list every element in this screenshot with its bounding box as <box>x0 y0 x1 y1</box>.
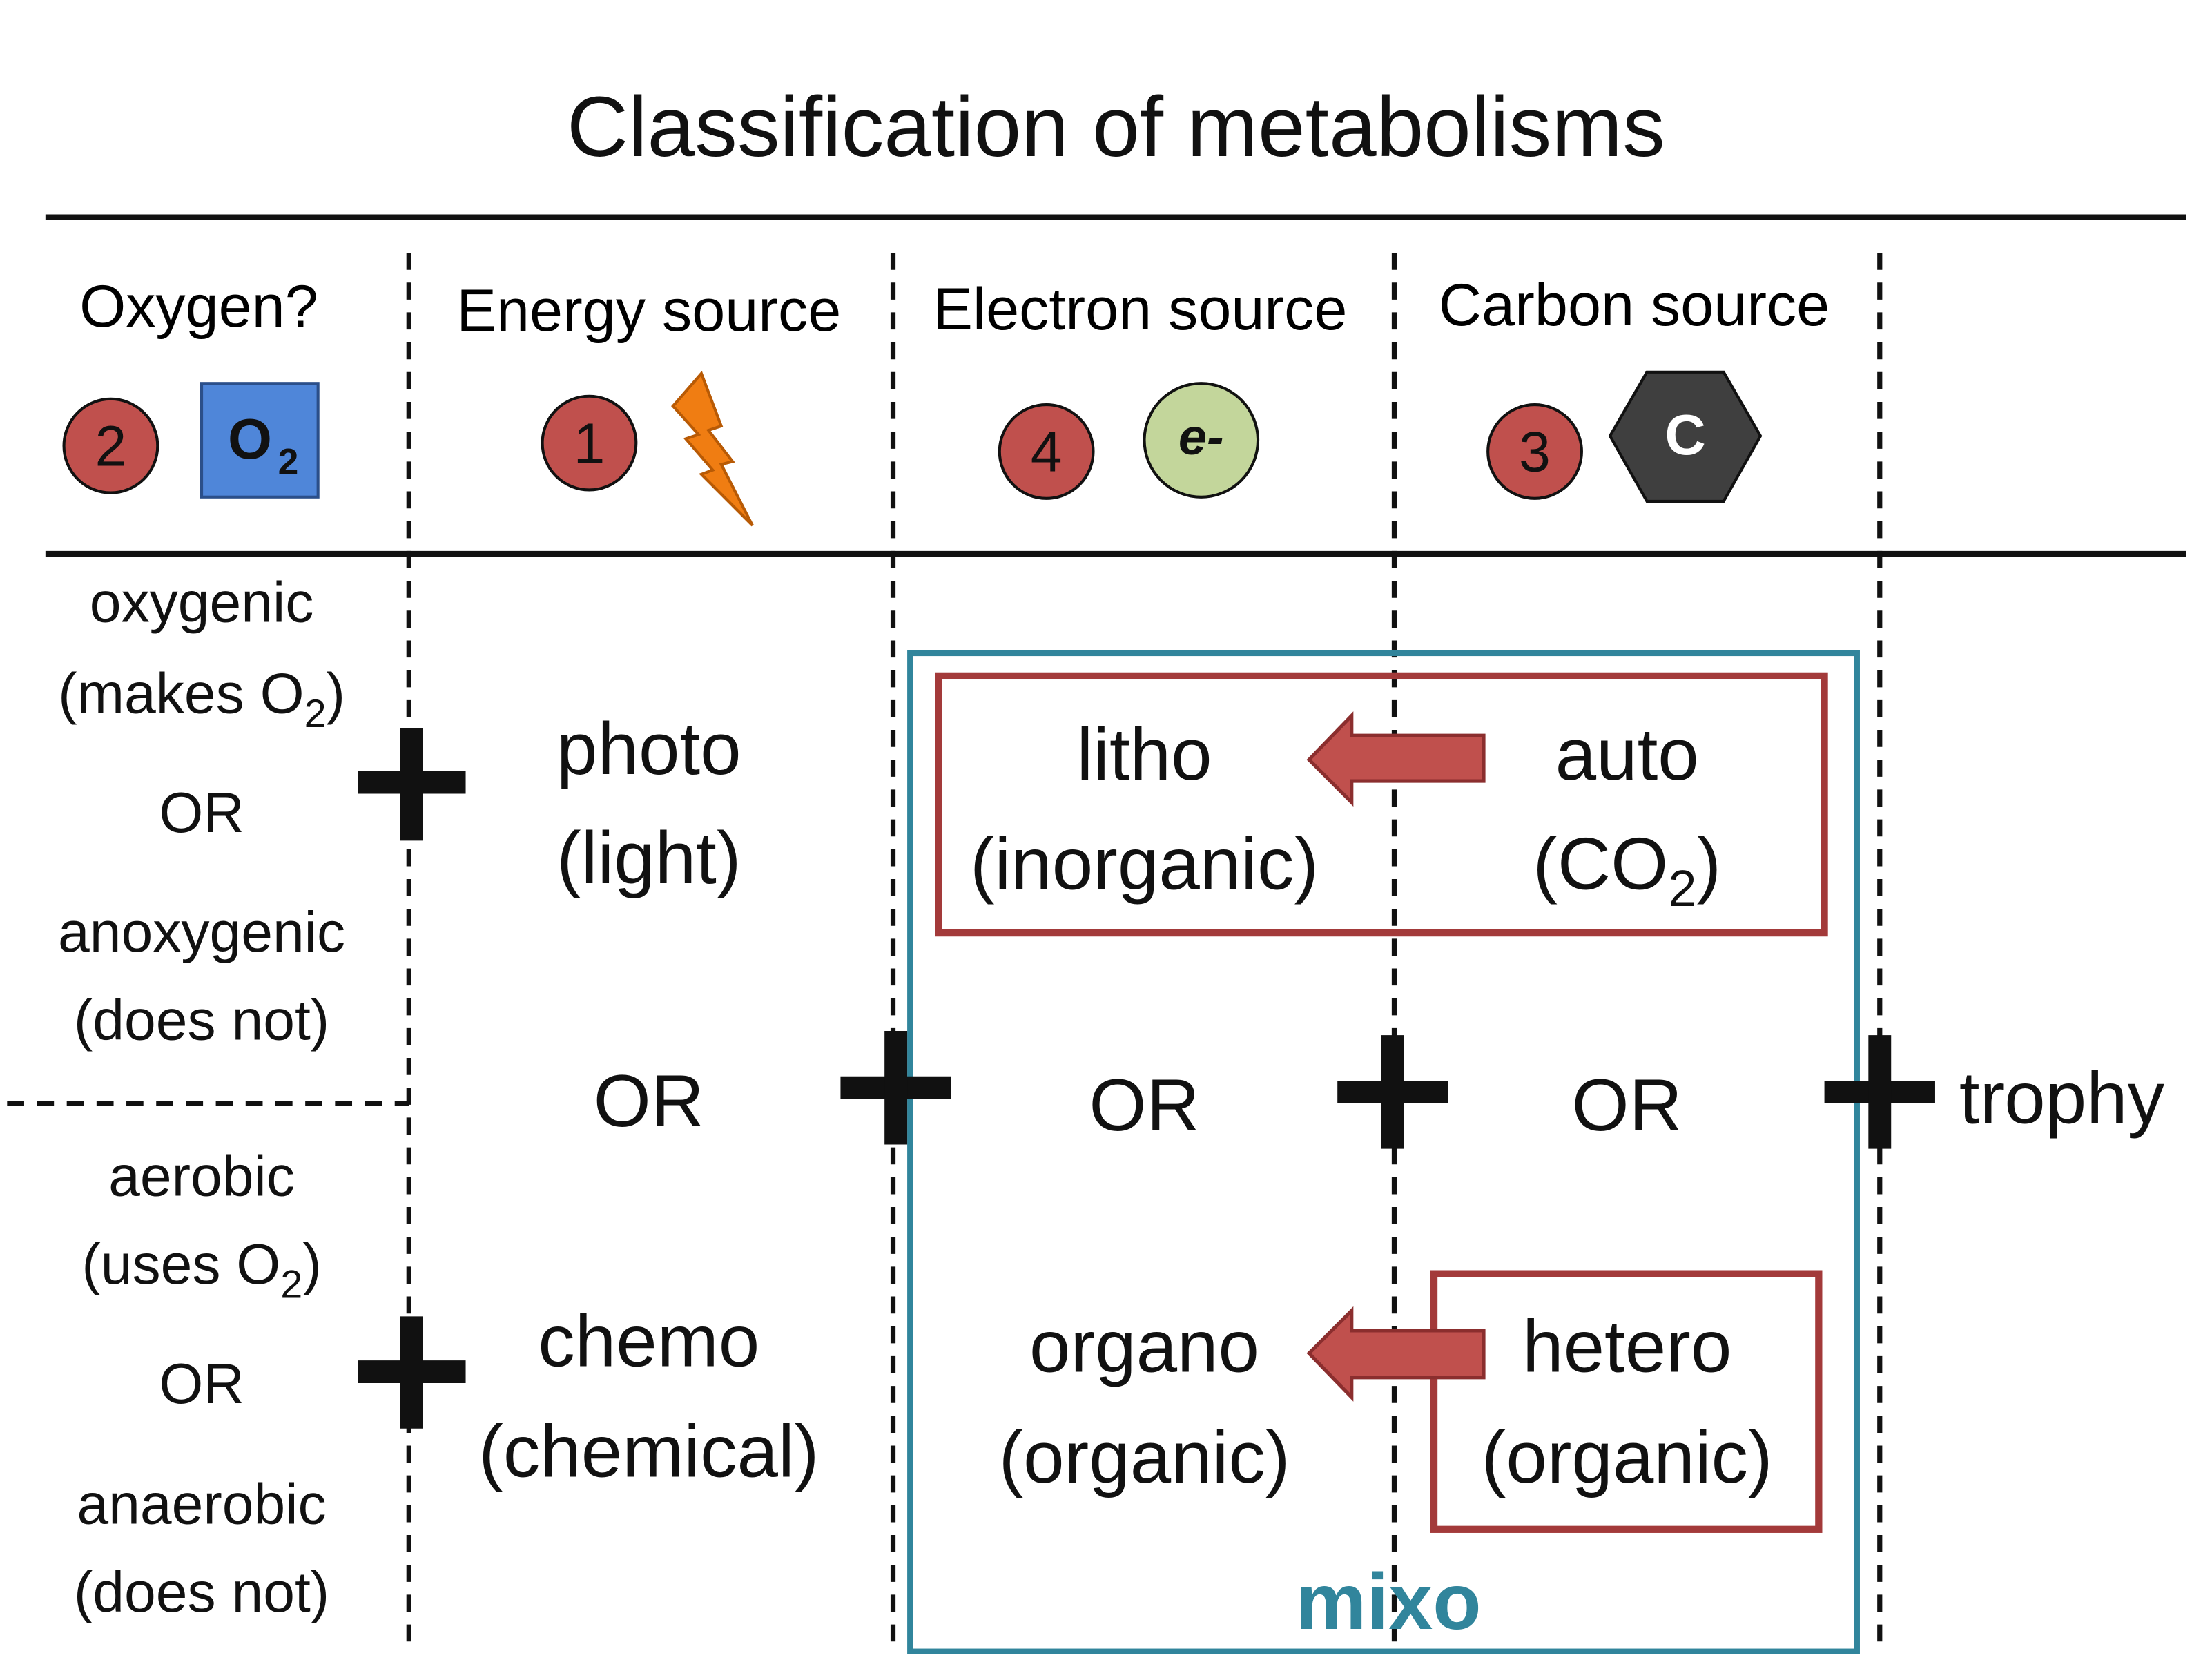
energy-options: photo (light) OR chemo (chemical) <box>478 707 819 1493</box>
plus-signs <box>358 728 1935 1429</box>
plus-icon-1 <box>358 728 466 841</box>
label-or-carbon: OR <box>1572 1063 1682 1146</box>
svg-text:C: C <box>1665 404 1705 467</box>
oxygen-o2-icon: O 2 <box>200 382 320 499</box>
label-litho: litho <box>1076 713 1212 795</box>
svg-text:1: 1 <box>574 412 605 475</box>
badge-3: 3 <box>1486 403 1583 500</box>
label-uses-o2: (uses O2) <box>81 1233 321 1307</box>
label-trophy: trophy <box>1959 1056 2165 1139</box>
svg-text:O: O <box>228 408 272 471</box>
badge-2: 2 <box>62 397 159 494</box>
header-energy: Energy source <box>456 278 841 344</box>
label-auto: auto <box>1555 713 1699 795</box>
label-light: (light) <box>556 816 741 899</box>
heterotroph-box <box>1430 1270 1823 1533</box>
label-or-oxygen-2: OR <box>159 1353 244 1416</box>
label-makes-o2: (makes O2) <box>58 662 345 736</box>
header-oxygen: Oxygen? <box>79 273 318 340</box>
label-aerobic: aerobic <box>108 1146 295 1208</box>
label-anaerobic: anaerobic <box>77 1474 326 1536</box>
header-electron: Electron source <box>933 276 1347 342</box>
badge-1: 1 <box>541 394 638 492</box>
svg-text:3: 3 <box>1519 421 1551 484</box>
svg-text:2: 2 <box>95 416 127 479</box>
label-organo: organo <box>1029 1305 1259 1388</box>
label-inorganic: (inorganic) <box>970 822 1319 905</box>
label-co2: (CO2) <box>1533 822 1721 917</box>
label-does-not-1: (does not) <box>74 989 329 1052</box>
label-organic-electron: (organic) <box>999 1416 1290 1498</box>
label-or-electron: OR <box>1089 1063 1199 1146</box>
label-chemical: (chemical) <box>478 1410 819 1493</box>
electron-icon: e- <box>1143 382 1260 499</box>
label-photo: photo <box>556 707 741 790</box>
label-chemo: chemo <box>538 1299 759 1382</box>
carbon-hexagon-icon: C <box>1608 370 1763 503</box>
plus-icon-5 <box>1824 1035 1935 1149</box>
label-anoxygenic: anoxygenic <box>58 901 345 964</box>
label-mixo: mixo <box>1296 1558 1482 1646</box>
label-organic-carbon: (organic) <box>1482 1416 1773 1498</box>
label-hetero: hetero <box>1522 1305 1731 1388</box>
lithoautotroph-box <box>935 672 1828 937</box>
svg-text:2: 2 <box>278 442 299 483</box>
label-or-energy: OR <box>594 1059 704 1142</box>
electron-options: litho (inorganic) OR organo (organic) <box>970 713 1319 1498</box>
svg-text:4: 4 <box>1031 421 1063 484</box>
carbon-options: auto (CO2) OR hetero (organic) <box>1482 713 1773 1498</box>
plus-icon-4 <box>1337 1035 1448 1149</box>
plus-icon-2 <box>358 1316 466 1429</box>
header-carbon: Carbon source <box>1439 272 1830 338</box>
label-or-oxygen-1: OR <box>159 782 244 845</box>
diagram-title: Classification of metabolisms <box>567 79 1665 175</box>
label-does-not-2: (does not) <box>74 1561 329 1624</box>
svg-text:e-: e- <box>1178 408 1224 465</box>
lightning-bolt-icon <box>671 370 754 527</box>
plus-icon-3 <box>840 1030 951 1145</box>
oxygen-options: oxygenic (makes O2) OR anoxygenic (does … <box>58 572 345 1624</box>
badge-4: 4 <box>998 403 1095 500</box>
mixo-box <box>907 650 1860 1654</box>
label-oxygenic: oxygenic <box>90 572 314 635</box>
arrow-hetero-to-organo <box>1306 1306 1486 1402</box>
arrow-auto-to-litho <box>1306 711 1486 807</box>
